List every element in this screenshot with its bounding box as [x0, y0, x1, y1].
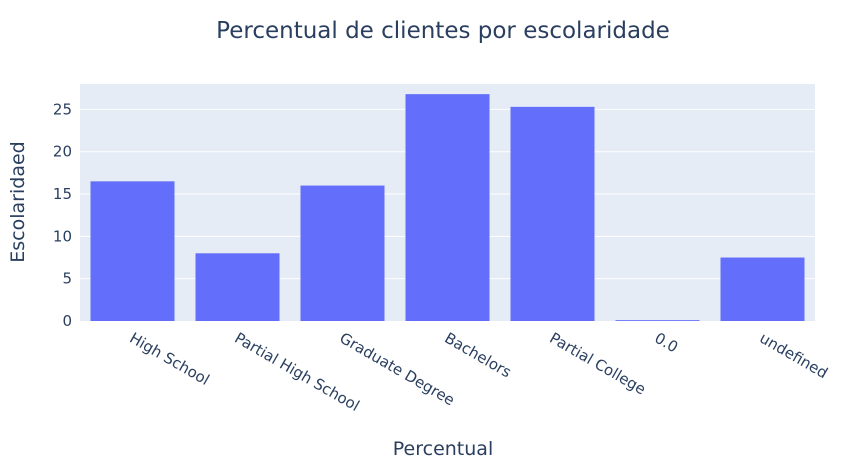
bar — [510, 106, 595, 321]
bar — [615, 320, 700, 321]
x-axis-title: Percentual — [393, 438, 493, 460]
y-tick-label: 5 — [62, 270, 72, 288]
bar — [405, 94, 490, 322]
bar — [90, 181, 175, 321]
y-tick-label: 25 — [53, 100, 72, 118]
bars — [90, 94, 805, 322]
chart-title: Percentual de clientes por escolaridade — [216, 18, 670, 44]
y-tick-label: 20 — [53, 143, 72, 161]
y-axis-title: Escolaridaed — [7, 141, 29, 262]
y-tick-label: 10 — [53, 227, 72, 245]
y-axis-ticks: 0 5 10 15 20 25 — [53, 100, 72, 330]
y-tick-label: 15 — [53, 185, 72, 203]
bar — [300, 185, 385, 321]
y-tick-label: 0 — [62, 312, 72, 330]
bar — [195, 253, 280, 321]
bar — [720, 257, 805, 321]
